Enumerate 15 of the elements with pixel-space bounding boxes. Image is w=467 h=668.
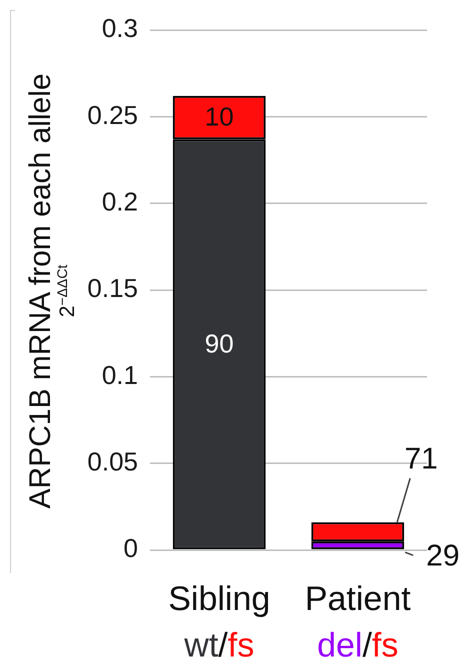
- y-tick-label: 0.2: [102, 186, 138, 217]
- annotation: 90: [204, 328, 234, 358]
- x-tick-label: Patient: [304, 580, 412, 618]
- text: wt/fs: [183, 626, 254, 664]
- text: del/fs: [317, 626, 398, 664]
- annotation: 71: [404, 442, 438, 476]
- y-tick-label: 0.25: [87, 100, 138, 130]
- y-tick-label: 0.05: [87, 446, 138, 477]
- y-tick-label: 0.1: [102, 360, 138, 390]
- y-tick-label: 0.3: [102, 13, 138, 44]
- annotation: 29: [426, 540, 460, 573]
- annotation: 10: [204, 102, 234, 132]
- y-tick-label: 0: [124, 533, 138, 564]
- x-tick-label: Sibling: [168, 580, 270, 618]
- y-tick-label: 0.15: [87, 273, 138, 304]
